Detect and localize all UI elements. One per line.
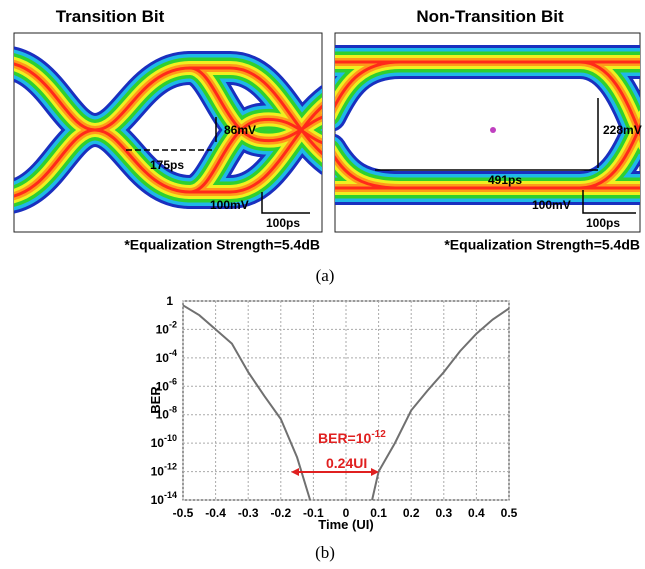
y-tick-label: 10-12 [151,462,177,479]
x-axis-label: Time (UI) [318,517,373,532]
annotation: 0.24UI [326,455,367,471]
y-tick-exp: -4 [169,348,177,358]
y-tick-base: 10 [156,351,170,365]
y-tick-label: 10-10 [151,433,177,450]
eye-title: Transition Bit [56,7,165,26]
x-tick-label: -0.2 [270,506,291,520]
y-tick-base: 10 [156,322,170,336]
y-axis-label: BER [148,386,163,414]
annotation-text: BER=10 [318,430,372,446]
y-tick-exp: -14 [164,490,177,500]
x-tick-label: 0.2 [403,506,420,520]
y-tick-exp: -10 [164,433,177,443]
x-tick-label: 0.3 [435,506,452,520]
y-tick-label: 1 [166,294,173,308]
y-tick-base: 10 [151,465,165,479]
y-tick-base: 10 [151,493,165,507]
figure: Transition Bit 86mV 175ps 100mV 100ps *E… [0,0,645,569]
eye-width: 491ps [488,173,522,187]
marker-dot [490,127,496,133]
y-tick-base: 10 [151,436,165,450]
y-tick-exp: -8 [169,405,177,415]
caption: (a) [316,266,335,285]
y-tick-exp: -12 [164,462,177,472]
eye-width: 175ps [150,158,184,172]
x-tick-label: -0.5 [173,506,194,520]
eye-note: *Equalization Strength=5.4dB [124,237,320,253]
scale-v: 100mV [532,198,571,212]
y-tick-exp: -6 [169,376,177,386]
annotation-sup: -12 [371,429,386,440]
x-tick-label: -0.4 [205,506,226,520]
eye-height: 228mV [603,123,642,137]
scale-h: 100ps [266,216,300,230]
scale-h: 100ps [586,216,620,230]
x-tick-label: 0.5 [501,506,518,520]
scale-v: 100mV [210,198,249,212]
x-tick-label: -0.3 [238,506,259,520]
eye-note: *Equalization Strength=5.4dB [444,237,640,253]
caption: (b) [315,543,335,562]
y-tick-label: 10-2 [156,319,177,336]
y-tick-exp: -2 [169,319,177,329]
y-tick-label: 10-14 [151,490,177,507]
y-tick-label: 10-4 [156,348,177,365]
x-tick-label: 0.4 [468,506,485,520]
eye-height: 86mV [224,123,256,137]
eye-title: Non-Transition Bit [416,7,564,26]
